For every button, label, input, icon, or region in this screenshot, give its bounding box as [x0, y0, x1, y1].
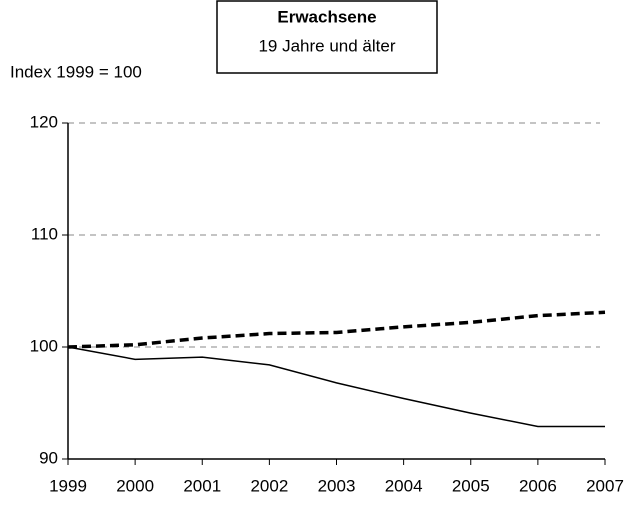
title-box — [216, 0, 438, 74]
y-axis-label: Index 1999 = 100 — [10, 62, 142, 81]
x-tick-label: 2004 — [385, 476, 423, 495]
series-line — [67, 310, 606, 349]
x-tick-label: 2005 — [452, 476, 490, 495]
x-tick-label: 2002 — [250, 476, 288, 495]
chart-title: Erwachsene — [277, 7, 376, 26]
y-tick-label: 90 — [39, 448, 58, 467]
x-tick-label: 2000 — [116, 476, 154, 495]
x-tick-label: 1999 — [49, 476, 87, 495]
x-tick-label: 2003 — [318, 476, 356, 495]
x-tick-label: 2001 — [183, 476, 221, 495]
y-tick-label: 120 — [30, 112, 58, 131]
y-tick-label: 110 — [31, 224, 58, 243]
x-tick-label: 2006 — [519, 476, 557, 495]
chart-subtitle: 19 Jahre und älter — [258, 36, 395, 55]
series-line — [67, 346, 605, 428]
x-tick-label: 2007 — [586, 476, 624, 495]
y-tick-label: 100 — [30, 336, 58, 355]
